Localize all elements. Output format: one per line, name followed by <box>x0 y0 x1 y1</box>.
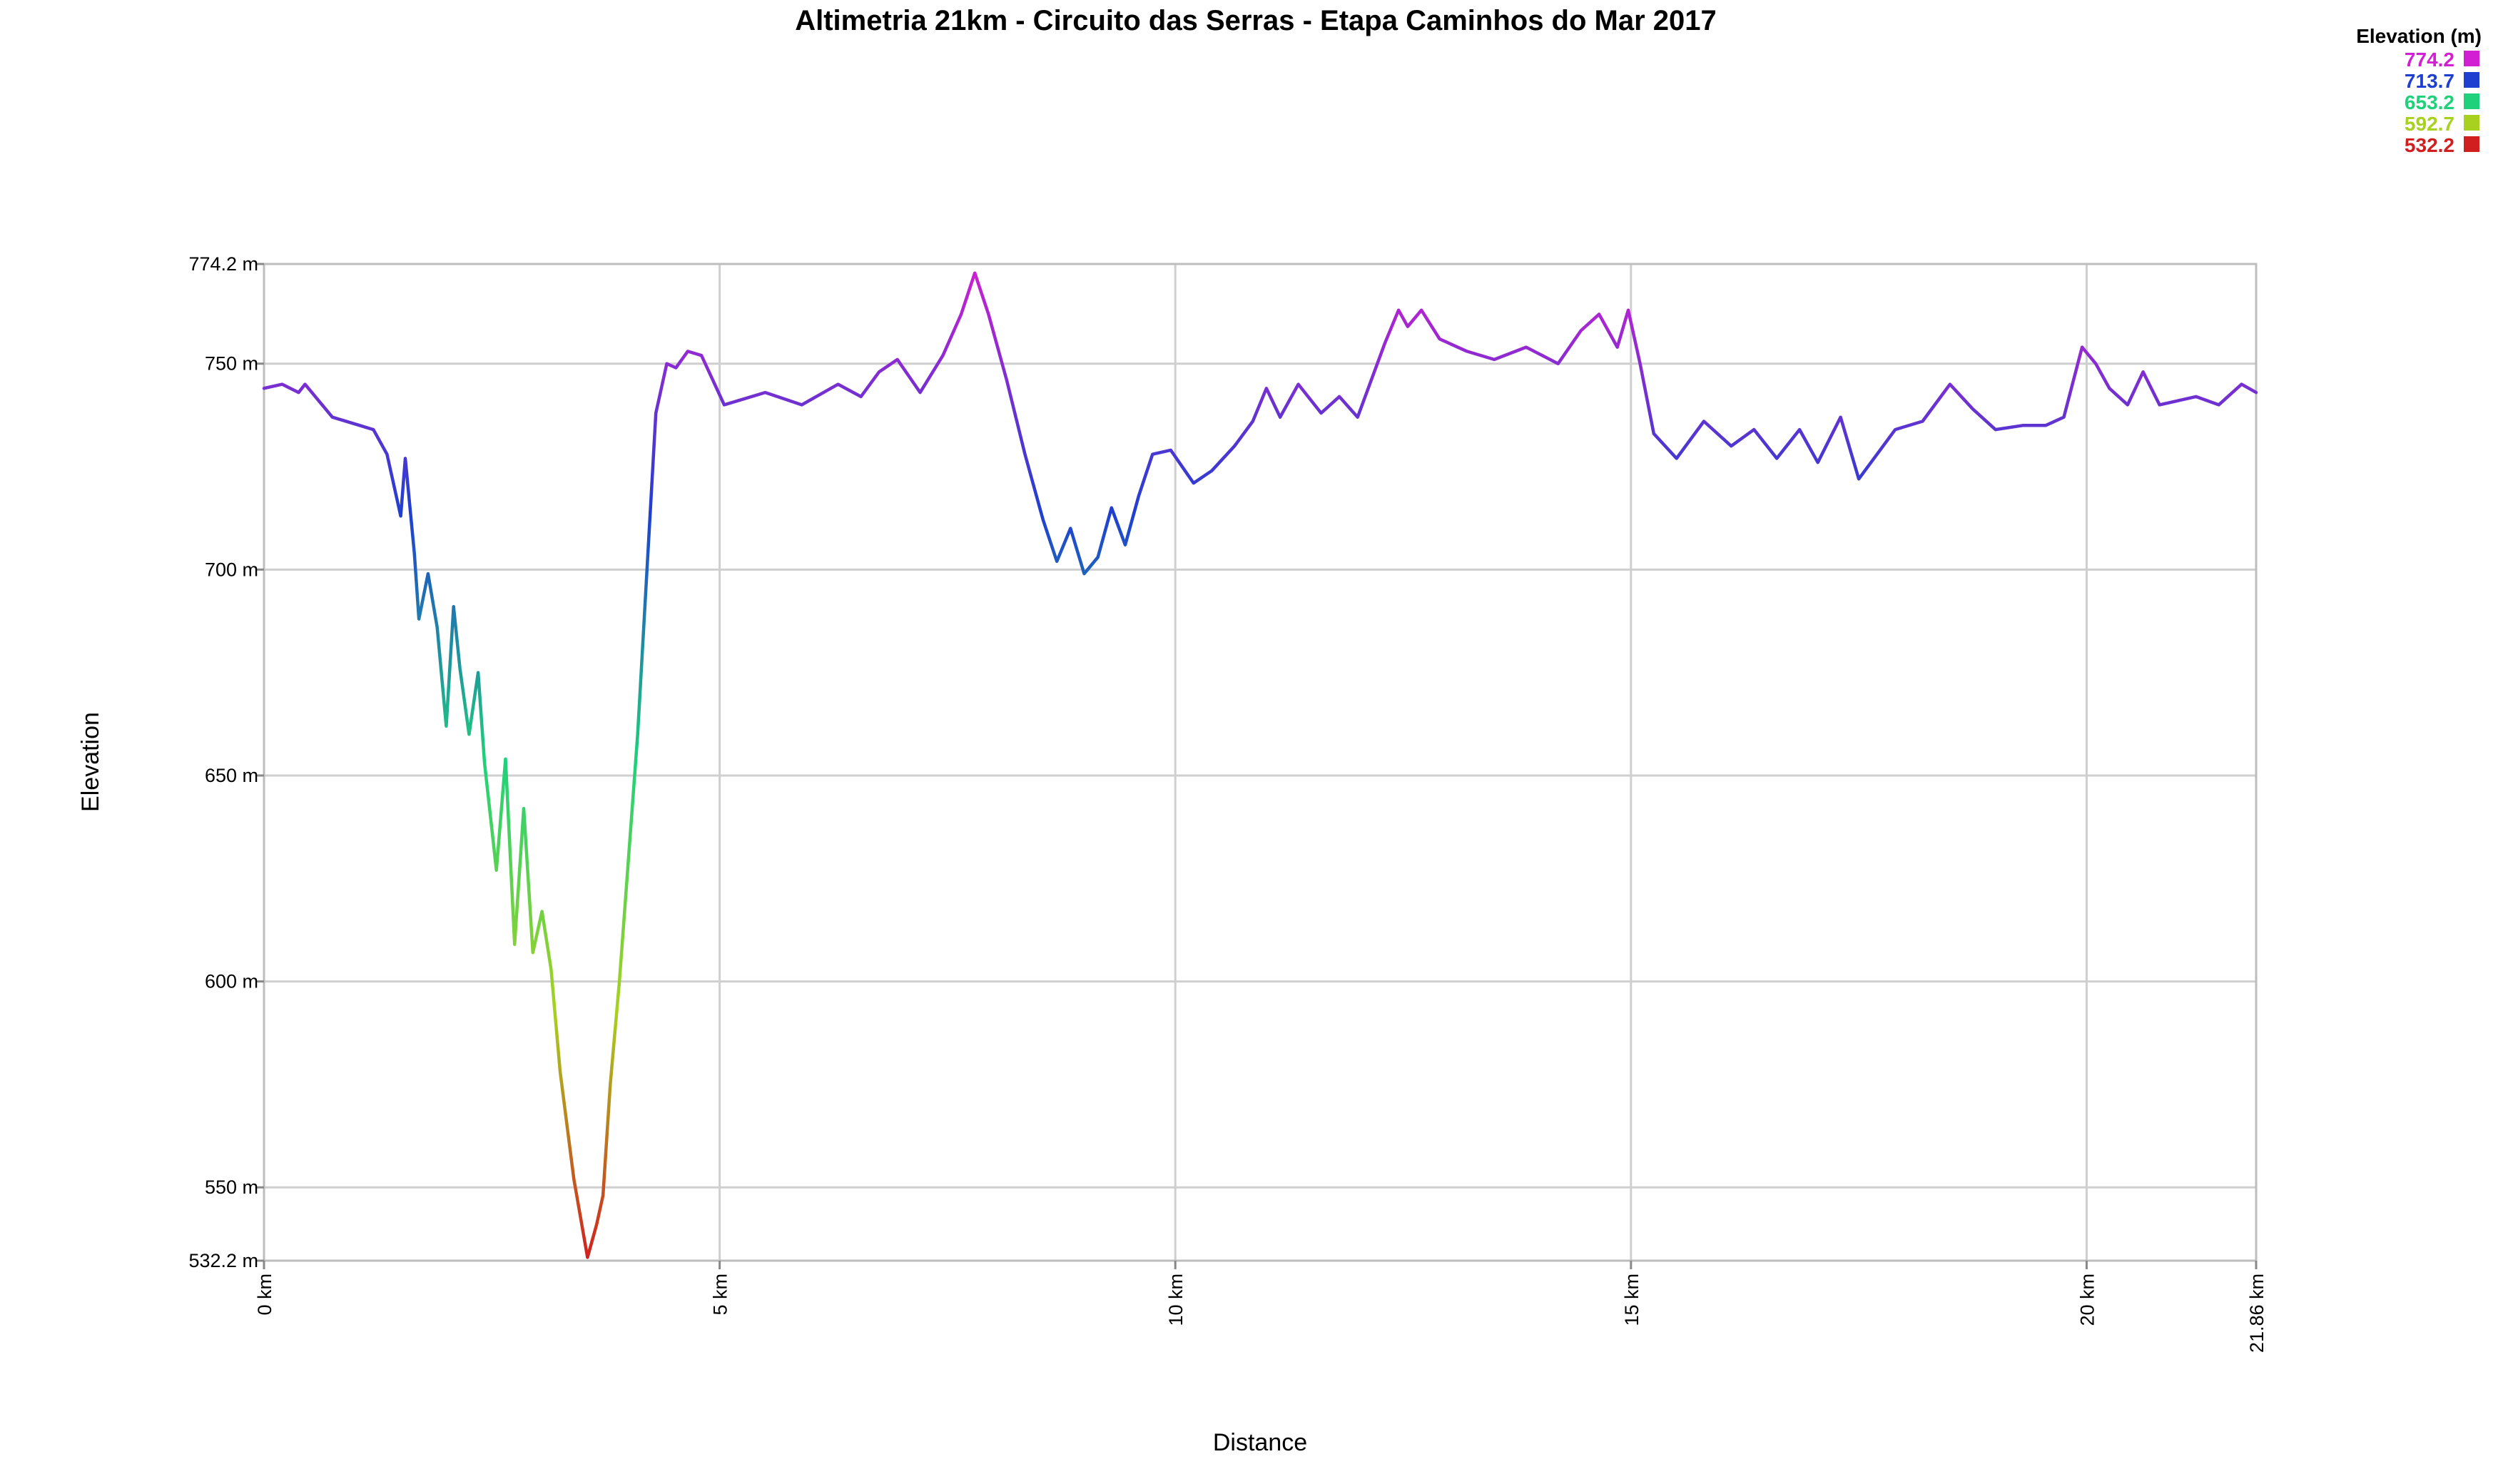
x-tick-label: 15 km <box>1621 1274 1643 1326</box>
legend-value: 532.2 <box>2405 134 2454 156</box>
legend-swatch <box>2464 93 2479 109</box>
chart-title: Altimetria 21km - Circuito das Serras - … <box>795 5 1717 36</box>
y-axis-title: Elevation <box>77 712 104 812</box>
plot-frame <box>263 263 2258 1262</box>
x-tick-label: 10 km <box>1165 1274 1187 1326</box>
legend-swatch <box>2464 51 2479 66</box>
y-tick-label: 650 m <box>205 765 258 786</box>
y-tick-label: 774.2 m <box>188 253 258 275</box>
legend-value: 713.7 <box>2405 70 2454 92</box>
x-axis-title: Distance <box>1213 1429 1307 1456</box>
y-axis-ticks: 532.2 m 550 m 600 m 650 m 700 m 750 m 774.2 m <box>188 253 264 1271</box>
y-tick-label: 700 m <box>205 559 258 580</box>
legend-value: 592.7 <box>2405 113 2454 135</box>
legend-title: Elevation (m) <box>2356 25 2482 47</box>
legend-swatch <box>2464 72 2479 88</box>
x-tick-label: 5 km <box>710 1274 731 1316</box>
legend-swatch <box>2464 136 2479 152</box>
x-tick-label: 21.86 km <box>2246 1274 2268 1353</box>
y-tick-label: 750 m <box>205 353 258 375</box>
legend-value: 774.2 <box>2405 49 2454 71</box>
y-tick-label: 550 m <box>205 1176 258 1198</box>
x-axis-ticks: 0 km 5 km 10 km 15 km 20 km 21.86 km <box>254 1261 2268 1353</box>
legend-value: 653.2 <box>2405 91 2454 113</box>
x-tick-label: 0 km <box>254 1274 275 1316</box>
x-tick-label: 20 km <box>2076 1274 2098 1326</box>
y-tick-label: 532.2 m <box>188 1250 258 1271</box>
elevation-line <box>262 271 2258 1259</box>
legend-swatch <box>2464 115 2479 131</box>
y-tick-label: 600 m <box>205 971 258 992</box>
grid <box>263 263 2258 1262</box>
